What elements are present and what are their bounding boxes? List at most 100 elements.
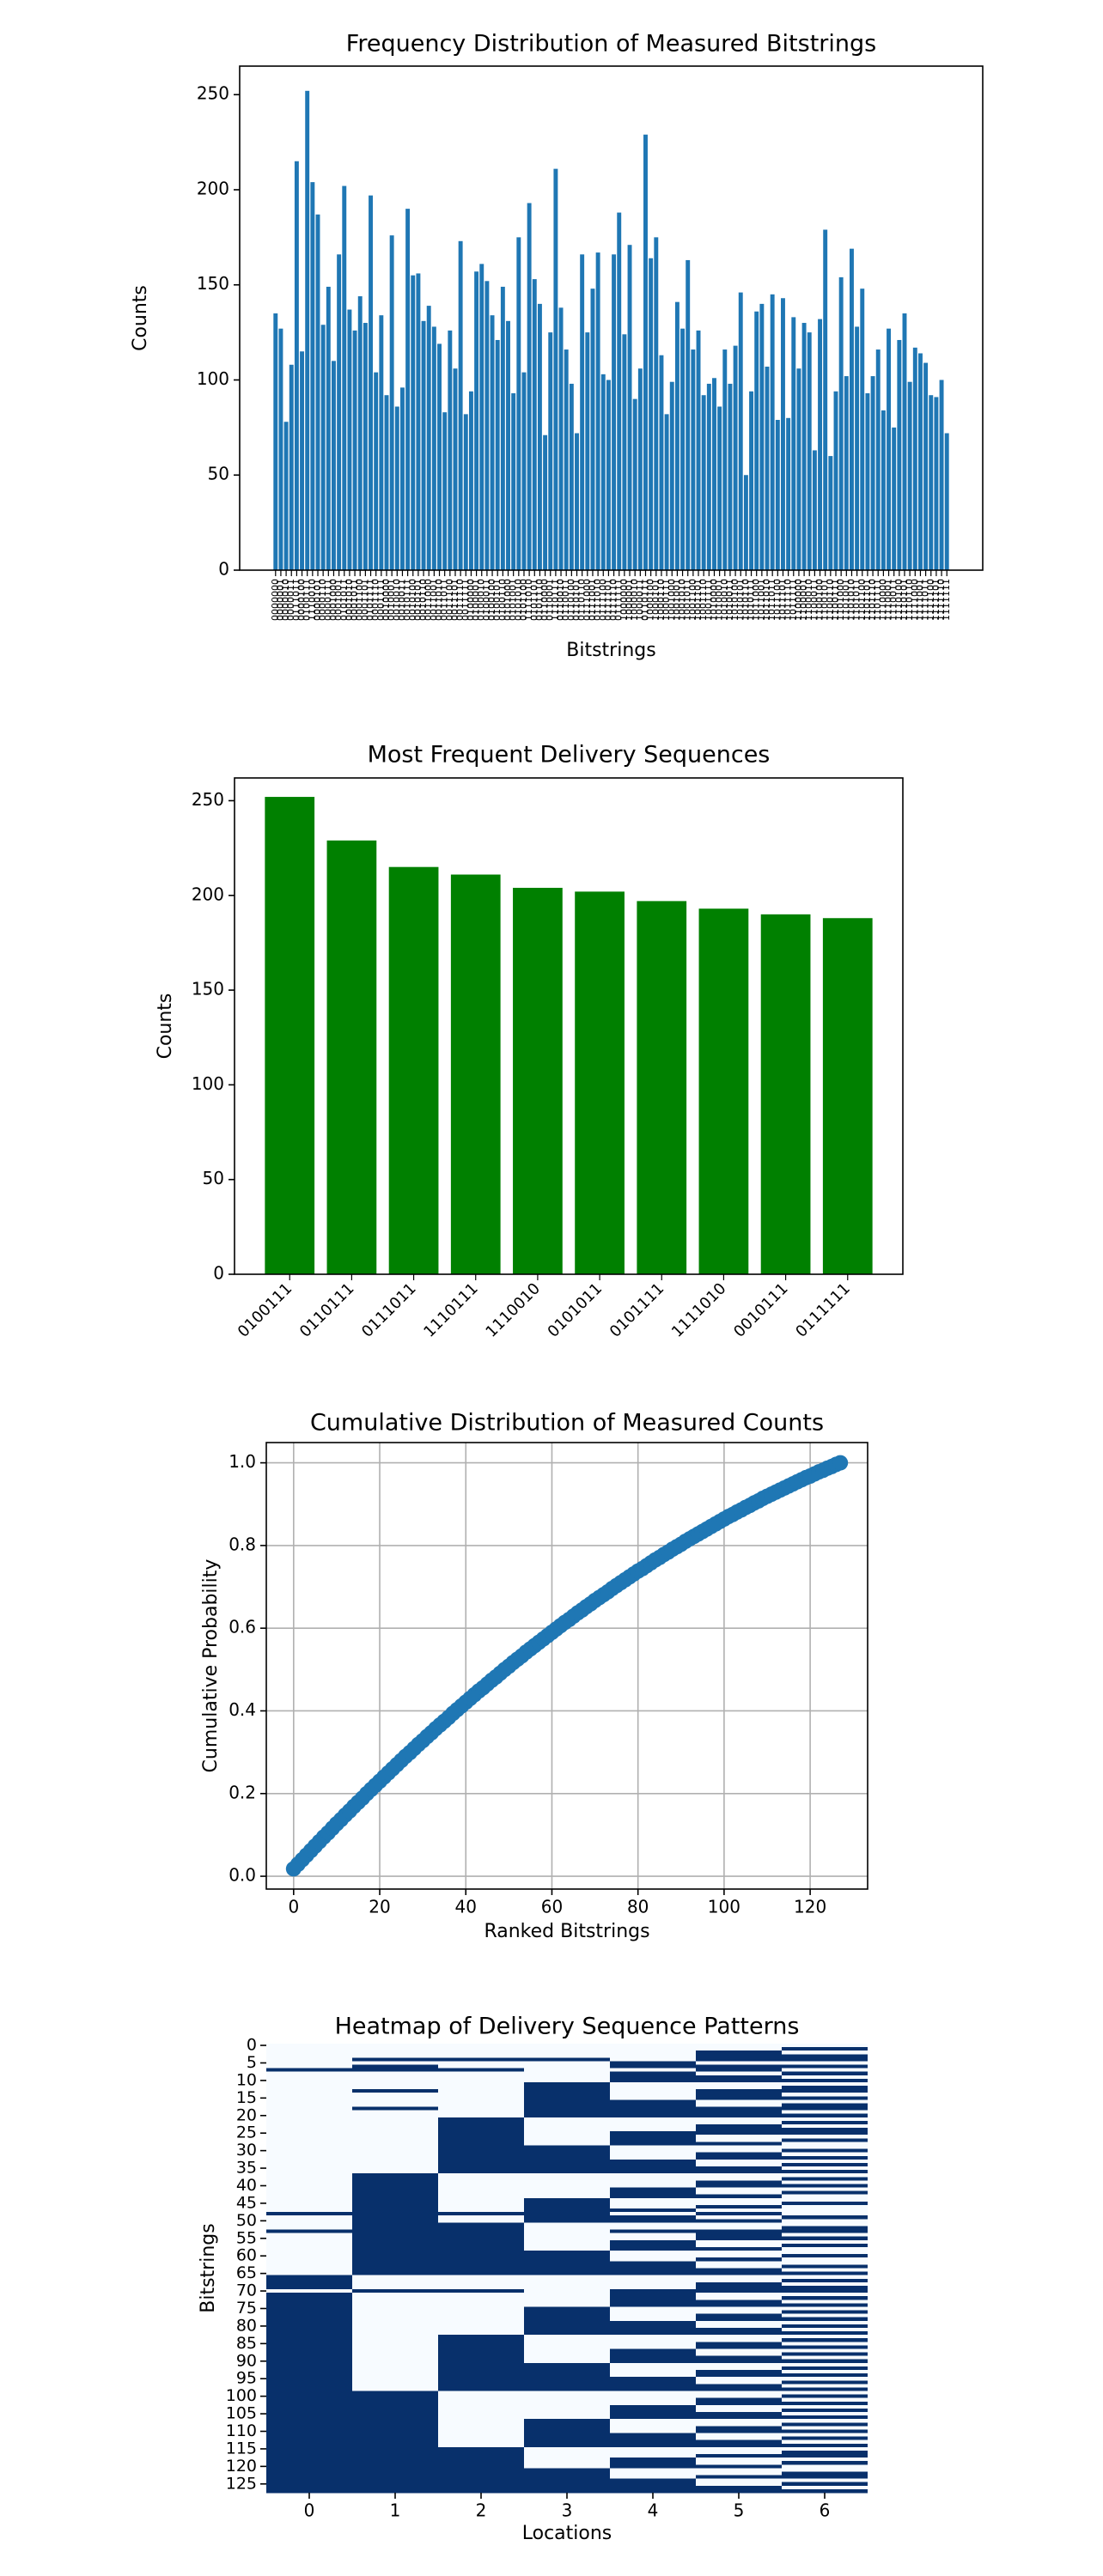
heatmap-cell [266, 2278, 352, 2283]
heatmap-cell [524, 2184, 610, 2188]
heatmap-cell [266, 2184, 352, 2188]
heatmap-cell [782, 2478, 868, 2483]
heatmap-cell [524, 2212, 610, 2216]
bar [706, 383, 711, 570]
heatmap-cell [696, 2377, 782, 2381]
heatmap-cell [266, 2348, 352, 2353]
x-tick-label: 0001010 [344, 579, 355, 621]
heatmap-cell [266, 2239, 352, 2245]
bar [632, 398, 637, 570]
heatmap-cell [438, 2145, 524, 2149]
heatmap-cell [266, 2054, 352, 2058]
heatmap-cell [266, 2075, 352, 2080]
heatmap-cell [438, 2106, 524, 2111]
x-tick-label: 0011111 [460, 579, 471, 621]
heatmap-cell [352, 2229, 438, 2234]
heatmap-cell [352, 2113, 438, 2118]
x-tick-label: 0110010 [555, 579, 566, 621]
point [832, 1455, 849, 1471]
heatmap-cell [266, 2093, 352, 2097]
y-tick-label: 70 [236, 2281, 257, 2300]
x-tick-label: 0110001 [545, 579, 556, 621]
heatmap-cell [438, 2194, 524, 2199]
heatmap-cell [438, 2229, 524, 2234]
bar [468, 391, 473, 570]
heatmap-cell [524, 2380, 610, 2385]
heatmap-cell [782, 2461, 868, 2465]
heatmap-cell [352, 2338, 438, 2342]
heatmap-cell [524, 2155, 610, 2160]
heatmap-cell [782, 2261, 868, 2265]
heatmap-cell [524, 2078, 610, 2083]
heatmap-cell [524, 2093, 610, 2097]
heatmap-cell [438, 2369, 524, 2374]
x-tick-label: 0100101 [491, 579, 503, 621]
heatmap-cell [610, 2197, 696, 2202]
heatmap-cell [352, 2408, 438, 2413]
heatmap-cell [610, 2422, 696, 2427]
heatmap-cell [782, 2429, 868, 2433]
y-tick-label: 250 [197, 83, 229, 104]
heatmap-cell [266, 2464, 352, 2469]
heatmap-cell [266, 2212, 352, 2216]
heatmap-cell [438, 2057, 524, 2062]
heatmap-cell [610, 2068, 696, 2073]
heatmap-cell [266, 2135, 352, 2139]
heatmap-cell [610, 2180, 696, 2184]
heatmap-cell [438, 2300, 524, 2304]
y-tick-label: 50 [236, 2211, 257, 2230]
bar [521, 372, 527, 570]
heatmap-cell [610, 2391, 696, 2395]
x-tick-label: 0001000 [327, 579, 338, 621]
y-tick-label: 90 [236, 2351, 257, 2370]
bar [558, 307, 564, 570]
heatmap-cell [524, 2128, 610, 2132]
heatmap-cell [524, 2047, 610, 2051]
heatmap-cell [782, 2384, 868, 2388]
bar [516, 237, 521, 570]
x-tick-label: 1111110 [935, 579, 947, 621]
heatmap-cell [352, 2401, 438, 2406]
heatmap-cell [266, 2275, 352, 2280]
heatmap-cell [696, 2243, 782, 2248]
heatmap-cell [352, 2366, 438, 2371]
heatmap-cell [782, 2099, 868, 2104]
heatmap-cell [524, 2226, 610, 2230]
heatmap-cell [524, 2089, 610, 2093]
heatmap-cell [696, 2458, 782, 2462]
x-tick-label: 4 [648, 2500, 659, 2521]
heatmap-cell [438, 2261, 524, 2265]
heatmap-cell [524, 2180, 610, 2184]
heatmap-cell [610, 2246, 696, 2251]
heatmap-cell [524, 2461, 610, 2465]
bar [669, 381, 674, 570]
heatmap-cell [524, 2243, 610, 2248]
heatmap-cell [266, 2099, 352, 2104]
heatmap-cell [438, 2446, 524, 2451]
bar [315, 214, 320, 571]
heatmap-cell [696, 2285, 782, 2290]
x-tick-label: 1001001 [671, 579, 682, 621]
bar [600, 374, 606, 570]
heatmap-cell [438, 2355, 524, 2360]
heatmap-cell [352, 2239, 438, 2245]
bar [680, 328, 686, 570]
heatmap-cell [352, 2236, 438, 2241]
heatmap-cell [610, 2293, 696, 2297]
bar [300, 351, 305, 570]
heatmap-cell [266, 2050, 352, 2055]
heatmap-cell [438, 2475, 524, 2480]
heatmap-cell [524, 2369, 610, 2374]
heatmap-cell [266, 2061, 352, 2065]
y-tick-label: 45 [236, 2193, 257, 2212]
heatmap-cell [438, 2458, 524, 2462]
x-tick-label: 0101011 [338, 579, 350, 621]
heatmap-cell [696, 2450, 782, 2455]
x-tick-label: 1100011 [808, 579, 820, 621]
x-tick-label: 0101001 [508, 579, 519, 621]
y-tick-label: 20 [236, 2105, 257, 2124]
y-axis-label: Counts [130, 285, 151, 351]
heatmap-cell [352, 2293, 438, 2297]
heatmap-cell [610, 2075, 696, 2080]
bar [691, 349, 696, 570]
